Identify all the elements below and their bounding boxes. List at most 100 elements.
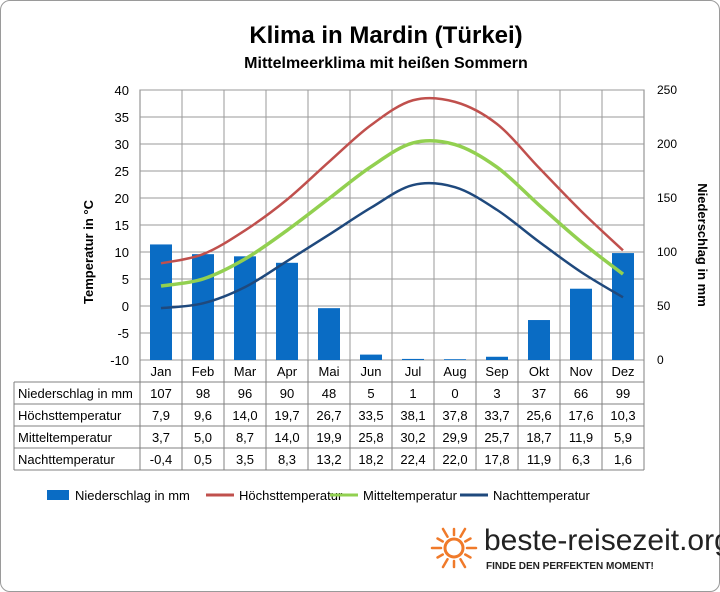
y-tick-label: 10 [115, 245, 129, 260]
x-tick-label: Mar [234, 364, 257, 379]
line-series [160, 96, 625, 310]
table-cell: 3,7 [152, 430, 170, 445]
table-cell: 96 [238, 386, 252, 401]
bar-jan [150, 244, 172, 360]
legend-label: Höchsttemperatur [239, 488, 343, 503]
x-tick-label: Nov [569, 364, 593, 379]
bar-jun [360, 354, 382, 360]
table-cell: 37,8 [442, 408, 467, 423]
legend-label: Mitteltemperatur [363, 488, 458, 503]
sun-ray [464, 553, 472, 559]
table-cell: 0 [451, 386, 458, 401]
bar-sep [486, 356, 508, 360]
y2-tick-label: 0 [657, 353, 664, 367]
y-tick-label: 20 [115, 191, 129, 206]
sun-ray [436, 537, 444, 543]
table-cell: 107 [150, 386, 172, 401]
table-cell: 18,2 [358, 452, 383, 467]
legend-label: Nachttemperatur [493, 488, 590, 503]
table-row-header: Höchsttemperatur [18, 408, 122, 423]
table-cell: 14,0 [274, 430, 299, 445]
line-höchsttemperatur [160, 96, 624, 265]
table-cell: 1,6 [614, 452, 632, 467]
table-cell: 17,6 [568, 408, 593, 423]
bar-series [150, 244, 634, 360]
table-cell: 8,7 [236, 430, 254, 445]
bar-mar [234, 256, 256, 360]
table-cell: 38,1 [400, 408, 425, 423]
sun-ray [464, 537, 472, 543]
x-tick-label: Okt [529, 364, 550, 379]
sun-icon [430, 527, 478, 569]
table-cell: 25,7 [484, 430, 509, 445]
plot-grid [139, 89, 645, 361]
sun-core [443, 537, 465, 559]
bar-feb [192, 254, 214, 360]
table-cell: -0,4 [150, 452, 172, 467]
table-row-header: Niederschlag in mm [18, 386, 133, 401]
table-cell: 22,0 [442, 452, 467, 467]
table-cell: 99 [616, 386, 630, 401]
table-cell: 29,9 [442, 430, 467, 445]
y2-axis-label: Niederschlag in mm [695, 183, 710, 307]
table-cell: 25,8 [358, 430, 383, 445]
y2-tick-label: 200 [657, 137, 677, 151]
y-tick-label: 25 [115, 164, 129, 179]
y-tick-label: 40 [115, 83, 129, 98]
table-cell: 0,5 [194, 452, 212, 467]
table-cell: 11,9 [569, 430, 593, 445]
table-cell: 1 [409, 386, 416, 401]
bar-jul [402, 358, 424, 360]
y-tick-label: 30 [115, 137, 129, 152]
table-row-header: Nachttemperatur [18, 452, 115, 467]
sun-ray [436, 553, 444, 559]
table-cell: 90 [280, 386, 294, 401]
legend-label: Niederschlag in mm [75, 488, 190, 503]
table-cell: 5,0 [194, 430, 212, 445]
y2-tick-label: 50 [657, 299, 671, 313]
data-table: Jan Feb Mar Apr Mai Jun Jul Aug Sep Okt Nov Dez Nied… [13, 360, 645, 471]
y2-tick-label: 100 [657, 245, 677, 259]
table-row-header: Mitteltemperatur [18, 430, 113, 445]
table-cell: 5 [367, 386, 374, 401]
sun-ray [459, 527, 467, 538]
y-tick-label: 35 [115, 110, 129, 125]
table-cell: 3 [493, 386, 500, 401]
table-cell: 37 [532, 386, 546, 401]
y-tick-label: 15 [115, 218, 129, 233]
x-tick-label: Jan [151, 364, 172, 379]
x-tick-label: Dez [611, 364, 634, 379]
x-tick-label: Aug [443, 364, 466, 379]
table-cell: 98 [196, 386, 210, 401]
table-cell: 10,3 [610, 408, 635, 423]
table-cell: 14,0 [232, 408, 257, 423]
table-cell: 18,7 [526, 430, 551, 445]
y-tick-label: 5 [122, 272, 129, 287]
table-cell: 3,5 [236, 452, 254, 467]
y2-tick-label: 250 [657, 83, 677, 97]
table-cell: 11,9 [527, 452, 551, 467]
table-cell: 33,7 [484, 408, 509, 423]
y-tick-label: -10 [110, 353, 129, 368]
table-cell: 19,7 [274, 408, 299, 423]
table-cell: 33,5 [358, 408, 383, 423]
bar-nov [570, 288, 592, 360]
branding: beste-reisezeit.org FINDE DEN PERFEKTEN … [430, 524, 720, 572]
line-nachttemperatur [160, 181, 624, 310]
bar-apr [276, 262, 298, 360]
x-tick-label: Mai [319, 364, 340, 379]
table-cell: 26,7 [316, 408, 341, 423]
table-cell: 6,3 [572, 452, 590, 467]
table-cell: 13,2 [316, 452, 341, 467]
line-mitteltemperatur [160, 138, 625, 288]
x-tick-label: Sep [485, 364, 508, 379]
y2-tick-label: 150 [657, 191, 677, 205]
bar-aug [444, 359, 466, 360]
y-axis-label: Temperatur in °C [81, 199, 96, 304]
x-tick-label: Jun [361, 364, 382, 379]
bar-dez [612, 253, 634, 360]
table-cell: 5,9 [614, 430, 632, 445]
x-tick-label: Jul [405, 364, 422, 379]
